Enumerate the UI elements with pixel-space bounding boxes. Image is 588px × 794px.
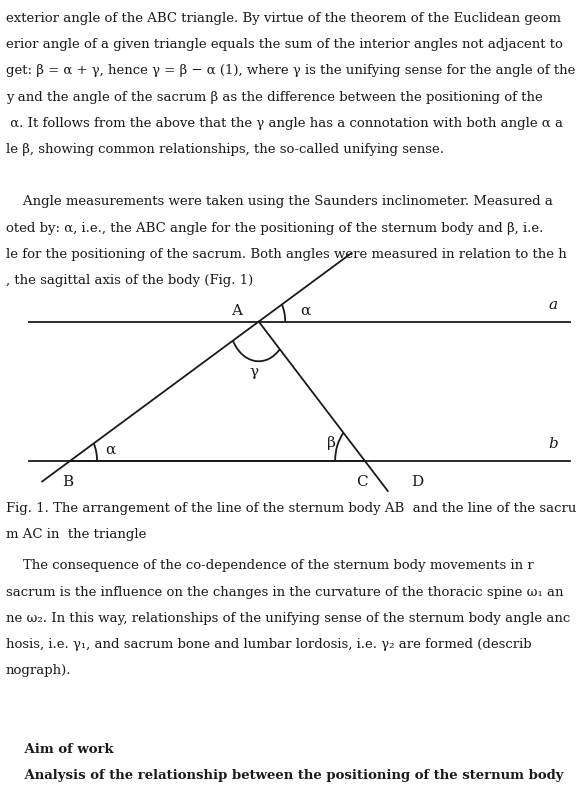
Text: The consequence of the co-dependence of the sternum body movements in r: The consequence of the co-dependence of … — [6, 560, 534, 572]
Text: Angle measurements were taken using the Saunders inclinometer. Measured a: Angle measurements were taken using the … — [6, 195, 553, 208]
Text: D: D — [412, 475, 423, 489]
Text: B: B — [62, 475, 73, 489]
Text: ne ω₂. In this way, relationships of the unifying sense of the sternum body angl: ne ω₂. In this way, relationships of the… — [6, 612, 570, 625]
Text: Fig. 1. The arrangement of the line of the sternum body AB  and the line of the : Fig. 1. The arrangement of the line of t… — [6, 502, 576, 515]
Text: A: A — [231, 303, 242, 318]
Text: sacrum is the influence on the changes in the curvature of the thoracic spine ω₁: sacrum is the influence on the changes i… — [6, 586, 563, 599]
Text: nograph).: nograph). — [6, 665, 71, 677]
Text: hosis, i.e. γ₁, and sacrum bone and lumbar lordosis, i.e. γ₂ are formed (describ: hosis, i.e. γ₁, and sacrum bone and lumb… — [6, 638, 532, 651]
Text: y and the angle of the sacrum β as the difference between the positioning of the: y and the angle of the sacrum β as the d… — [6, 91, 543, 103]
Text: le for the positioning of the sacrum. Both angles were measured in relation to t: le for the positioning of the sacrum. Bo… — [6, 248, 567, 260]
Text: β: β — [328, 436, 336, 449]
Text: get: β = α + γ, hence γ = β − α (1), where γ is the unifying sense for the angle: get: β = α + γ, hence γ = β − α (1), whe… — [6, 64, 575, 77]
Text: exterior angle of the ABC triangle. By virtue of the theorem of the Euclidean ge: exterior angle of the ABC triangle. By v… — [6, 12, 561, 25]
Text: le β, showing common relationships, the so-called unifying sense.: le β, showing common relationships, the … — [6, 143, 444, 156]
Text: γ: γ — [249, 364, 258, 379]
Text: erior angle of a given triangle equals the sum of the interior angles not adjace: erior angle of a given triangle equals t… — [6, 38, 563, 51]
Text: b: b — [548, 437, 557, 451]
Text: Aim of work: Aim of work — [6, 743, 113, 756]
Text: C: C — [356, 475, 368, 489]
Text: α. It follows from the above that the γ angle has a connotation with both angle : α. It follows from the above that the γ … — [6, 117, 563, 129]
Text: α: α — [300, 304, 310, 318]
Text: oted by: α, i.e., the ABC angle for the positioning of the sternum body and β, i: oted by: α, i.e., the ABC angle for the … — [6, 222, 543, 234]
Text: m AC in  the triangle: m AC in the triangle — [6, 528, 146, 541]
Text: Analysis of the relationship between the positioning of the sternum body: Analysis of the relationship between the… — [6, 769, 563, 782]
Text: α: α — [105, 443, 116, 457]
Text: , the sagittal axis of the body (Fig. 1): , the sagittal axis of the body (Fig. 1) — [6, 274, 253, 287]
Text: a: a — [548, 298, 557, 312]
